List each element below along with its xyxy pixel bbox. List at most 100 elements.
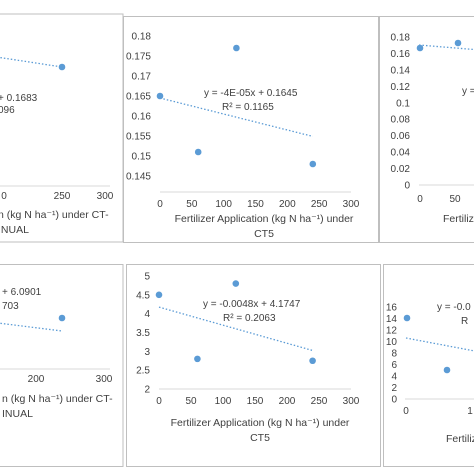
x-tick-label: 50 <box>449 194 461 205</box>
y-tick-label: 4.5 <box>136 290 150 301</box>
data-point <box>194 148 202 156</box>
x-tick-label: 150 <box>247 396 264 407</box>
y-tick-label: 0.15 <box>132 152 152 163</box>
data-point <box>155 291 163 299</box>
y-tick-label: 0.1 <box>396 98 410 109</box>
x-tick-label: 50 <box>185 396 197 407</box>
r-squared: R² = 0.1165 <box>222 102 274 113</box>
x-axis-title-line2: CT5 <box>254 228 274 240</box>
data-point <box>194 355 201 363</box>
r-squared: R² = 0.2063 <box>223 313 276 324</box>
y-tick-label: 2 <box>144 385 150 396</box>
data-point <box>232 280 240 287</box>
y-tick-label: 3 <box>144 347 150 358</box>
y-tick-label: 0.16 <box>132 112 152 123</box>
x-tick-label: 0 <box>156 396 162 407</box>
trendline-equation: y = <box>462 86 474 97</box>
data-point <box>403 314 411 322</box>
y-tick-label: 8 <box>391 349 397 360</box>
y-tick-label: 2.5 <box>136 366 150 377</box>
y-tick-label: 0.155 <box>126 132 151 143</box>
x-tick-label: 0 <box>403 406 409 417</box>
y-tick-label: 6 <box>391 360 397 371</box>
y-tick-label: 0 <box>391 395 397 406</box>
panel-border-top-right <box>379 16 474 243</box>
y-tick-label: 4 <box>144 309 150 320</box>
x-tick-label: 200 <box>279 396 296 407</box>
chart-top-left: + 0.1683 096 0 250 300 n (kg N ha⁻¹) und… <box>0 56 114 236</box>
y-tick-label: 14 <box>386 314 398 325</box>
trendline-equation: y = -4E-05x + 0.1645 <box>204 88 298 99</box>
y-tick-label: 0.165 <box>126 92 151 103</box>
x-tick-label: 0 <box>1 191 7 202</box>
y-tick-label: 0.04 <box>391 148 411 159</box>
x-tick-label: 250 <box>311 396 328 407</box>
data-point <box>309 160 317 168</box>
x-axis-title-line1: n (kg N ha⁻¹) under CT- <box>2 393 113 405</box>
panel-border-bottom-center <box>126 264 381 467</box>
y-tick-label: 0.14 <box>391 65 411 76</box>
trendline-equation: + 0.1683 <box>0 93 38 104</box>
x-axis-title-line1: n (kg N ha⁻¹) under CT- <box>0 209 109 221</box>
y-tick-label: 0.18 <box>391 33 411 44</box>
y-tick-label: 0.17 <box>132 72 152 83</box>
data-point <box>416 44 424 52</box>
x-tick-label: 100 <box>215 396 232 407</box>
y-tick-label: 0 <box>404 181 410 192</box>
y-tick-label: 0.175 <box>126 52 151 63</box>
x-tick-label: 150 <box>247 199 264 210</box>
data-point <box>58 314 66 322</box>
data-point <box>58 63 66 71</box>
y-tick-label: 0.02 <box>391 164 411 175</box>
x-tick-label: 250 <box>311 199 328 210</box>
trendline <box>0 322 63 332</box>
trendline <box>405 337 474 352</box>
x-tick-label: 1 <box>467 406 473 417</box>
r-squared: 096 <box>0 105 15 116</box>
chart-bottom-center: 2 2.5 3 3.5 4 4.5 5 0 50 100 150 200 250 300 y = -0.… <box>136 272 360 445</box>
panel-border-top-center <box>123 16 379 243</box>
chart-top-center: 0.145 0.15 0.155 0.16 0.165 0.17 0.175 0.18 0 50… <box>126 32 360 241</box>
y-tick-label: 0.145 <box>126 172 151 183</box>
trendline <box>158 306 313 352</box>
x-axis-title-line2: CT5 <box>250 432 270 444</box>
x-axis-title-line2: INUAL <box>0 224 29 236</box>
y-tick-label: 10 <box>386 337 398 348</box>
y-tick-label: 0.18 <box>132 32 152 43</box>
x-tick-label: 0 <box>417 194 423 205</box>
x-tick-label: 250 <box>54 191 71 202</box>
trendline <box>418 44 474 51</box>
y-tick-label: 0.16 <box>391 49 411 60</box>
x-axis-title-line1: Fertiliz <box>446 433 474 445</box>
data-point <box>156 92 164 100</box>
x-tick-label: 200 <box>279 199 296 210</box>
y-tick-label: 3.5 <box>136 328 150 339</box>
data-point <box>309 357 316 365</box>
x-tick-label: 300 <box>343 396 360 407</box>
panel-border-bottom-right <box>383 264 474 467</box>
y-tick-label: 16 <box>386 303 398 314</box>
y-tick-label: 2 <box>391 383 397 394</box>
trendline-equation: y = -0.0048x + 4.1747 <box>203 299 301 310</box>
x-tick-label: 300 <box>97 191 114 202</box>
trendline <box>0 56 63 68</box>
y-tick-label: 12 <box>386 326 398 337</box>
data-point <box>454 39 462 47</box>
x-axis-title-line2: INUAL <box>2 408 33 420</box>
x-tick-label: 200 <box>28 374 45 385</box>
y-tick-label: 0.06 <box>391 131 411 142</box>
x-tick-label: 300 <box>343 199 360 210</box>
data-point <box>233 44 240 52</box>
y-tick-label: 4 <box>391 372 397 383</box>
x-axis-title-line1: Fertilizer Application (kg N ha⁻¹) under <box>171 417 350 429</box>
x-tick-label: 0 <box>157 199 163 210</box>
panel-border-bottom-left <box>0 264 124 467</box>
r-squared: 703 <box>2 301 19 312</box>
trendline-equation: y = -0.0 <box>437 302 471 313</box>
y-tick-label: 0.12 <box>391 82 411 93</box>
x-tick-label: 300 <box>96 374 113 385</box>
y-tick-label: 0.08 <box>391 115 411 126</box>
data-point <box>443 366 451 374</box>
